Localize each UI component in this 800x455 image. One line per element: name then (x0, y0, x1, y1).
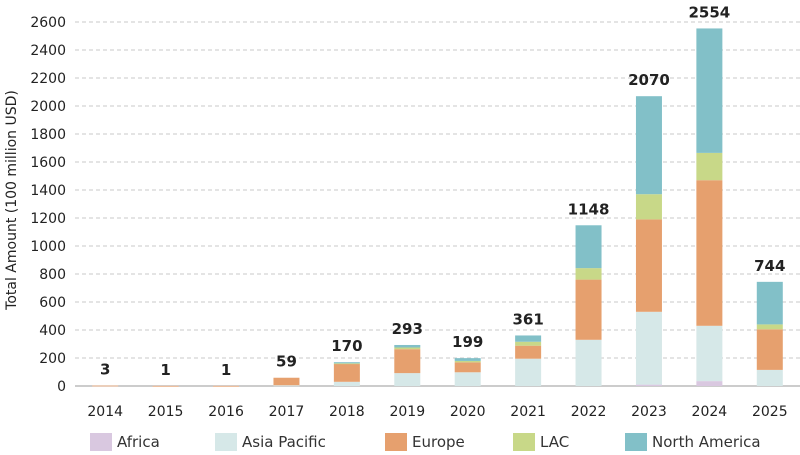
bar-segment (756, 324, 783, 330)
bar-segment (515, 341, 542, 346)
bar-segment (575, 339, 602, 386)
bar-segment (635, 219, 662, 312)
x-tick-label: 2025 (752, 404, 788, 420)
legend-swatch (625, 433, 647, 451)
x-tick-label: 2020 (450, 404, 486, 420)
y-tick-label: 1400 (30, 183, 66, 199)
bar-segment (333, 362, 360, 364)
bar-segment (273, 377, 300, 386)
bar-segment (575, 225, 602, 269)
x-tick-label: 2023 (631, 404, 667, 420)
x-tick-label: 2022 (571, 404, 607, 420)
legend-swatch (90, 433, 112, 451)
bar-segment (333, 381, 360, 386)
bar-segment (454, 360, 481, 363)
x-tick-label: 2019 (389, 404, 425, 420)
legend: Africa Asia Pacific Europe LAC North America (90, 433, 761, 451)
legend-swatch (215, 433, 237, 451)
total-value-label: 1148 (568, 200, 610, 218)
bar-segment (635, 194, 662, 220)
legend-swatch (513, 433, 535, 451)
bar-segment (696, 381, 723, 386)
x-tick-label: 2021 (510, 404, 546, 420)
total-labels: 3 1 1 59 170 293 199 361 1148 2070 2554 744 (100, 3, 785, 378)
total-value-label: 744 (754, 257, 785, 275)
total-value-label: 1 (160, 361, 170, 379)
y-tick-label: 200 (39, 351, 66, 367)
bar-segment (756, 329, 783, 370)
total-value-label: 1 (221, 361, 231, 379)
x-tick-label: 2024 (692, 404, 728, 420)
legend-label: Africa (117, 433, 160, 451)
x-tick-label: 2018 (329, 404, 365, 420)
bar-segment (575, 268, 602, 280)
legend-label: LAC (540, 433, 569, 451)
y-tick-label: 1600 (30, 155, 66, 171)
y-tick-label: 2200 (30, 71, 66, 87)
bar-segment (454, 358, 481, 361)
y-tick-label: 1200 (30, 211, 66, 227)
total-value-label: 170 (331, 337, 362, 355)
bar-segment (696, 325, 723, 382)
y-tick-label: 2000 (30, 99, 66, 115)
bar-segment (515, 335, 542, 342)
bar-segment (635, 96, 662, 195)
bar-segment (696, 180, 723, 326)
bar-segment (515, 345, 542, 359)
y-tick-label: 0 (57, 379, 66, 395)
legend-swatch (385, 433, 407, 451)
y-tick-labels: 0 200 400 600 800 1000 1200 1400 1600 1800 2000 220… (30, 15, 66, 395)
y-tick-label: 2600 (30, 15, 66, 31)
legend-label: Europe (412, 433, 465, 451)
y-tick-label: 800 (39, 267, 66, 283)
x-tick-label: 2015 (148, 404, 184, 420)
bar-segment (635, 384, 662, 386)
y-tick-label: 2400 (30, 43, 66, 59)
x-tick-label: 2016 (208, 404, 244, 420)
bar-segment (394, 347, 421, 350)
total-value-label: 361 (512, 310, 543, 328)
y-tick-label: 400 (39, 323, 66, 339)
bar-segment (394, 349, 421, 374)
y-axis-title: Total Amount (100 million USD) (4, 90, 20, 311)
gridlines (75, 21, 800, 387)
bars (92, 28, 783, 387)
bar-segment (756, 281, 783, 325)
total-value-label: 59 (276, 353, 297, 371)
x-tick-labels: 2014 2015 2016 2017 2018 2019 2020 2021 2022 2023… (87, 404, 787, 420)
bar-segment (696, 152, 723, 181)
bar-segment (394, 373, 421, 386)
bar-segment (515, 358, 542, 386)
bar-segment (333, 364, 360, 382)
y-tick-label: 1800 (30, 127, 66, 143)
bar-segment (92, 385, 119, 387)
bar-segment (635, 311, 662, 385)
total-value-label: 3 (100, 361, 110, 379)
bar-segment (454, 372, 481, 386)
total-value-label: 2554 (689, 3, 731, 21)
bar-segment (333, 363, 360, 365)
y-tick-label: 600 (39, 295, 66, 311)
total-value-label: 2070 (628, 71, 670, 89)
x-tick-label: 2017 (269, 404, 305, 420)
total-value-label: 199 (452, 333, 483, 351)
bar-segment (575, 279, 602, 340)
x-tick-label: 2014 (87, 404, 123, 420)
legend-label: North America (652, 433, 761, 451)
bar-segment (696, 28, 723, 153)
y-tick-label: 1000 (30, 239, 66, 255)
total-value-label: 293 (392, 320, 423, 338)
bar-segment (454, 362, 481, 373)
legend-label: Asia Pacific (242, 433, 326, 451)
bar-segment (394, 344, 421, 348)
bar-segment (213, 385, 240, 387)
bar-segment (756, 369, 783, 386)
bar-segment (152, 385, 179, 387)
bar-segment (273, 385, 300, 387)
